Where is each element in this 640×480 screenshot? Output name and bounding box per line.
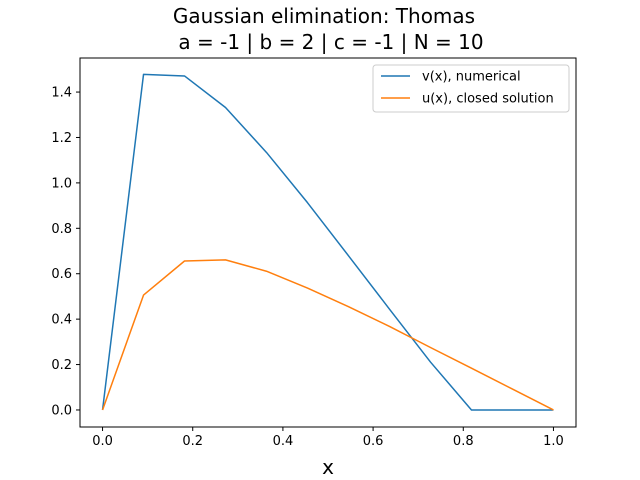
y-tick-label: 0.6 bbox=[51, 267, 72, 282]
chart-subtitle: a = -1 | b = 2 | c = -1 | N = 10 bbox=[178, 30, 483, 54]
y-tick-label: 0.4 bbox=[51, 313, 72, 328]
y-axis: 0.0 0.2 0.4 0.6 0.8 1.0 1.2 1.4 bbox=[51, 86, 80, 418]
legend-label: u(x), closed solution bbox=[422, 92, 554, 107]
x-tick-label: 0.0 bbox=[92, 434, 113, 449]
y-tick-label: 0.2 bbox=[51, 358, 72, 373]
x-axis-label: x bbox=[322, 455, 334, 479]
series-group bbox=[101, 73, 554, 411]
x-tick-label: 0.4 bbox=[273, 434, 294, 449]
y-tick-label: 1.4 bbox=[51, 86, 72, 101]
y-tick-label: 1.2 bbox=[51, 131, 72, 146]
x-tick-label: 1.0 bbox=[543, 434, 564, 449]
y-tick-label: 0.8 bbox=[51, 222, 72, 237]
legend-box bbox=[372, 64, 570, 113]
x-tick-label: 0.8 bbox=[453, 434, 474, 449]
x-tick-label: 0.2 bbox=[182, 434, 203, 449]
series-line-1 bbox=[101, 259, 554, 411]
legend: v(x), numerical u(x), closed solution bbox=[372, 64, 570, 113]
series-line-0 bbox=[101, 73, 554, 411]
y-tick-label: 1.0 bbox=[51, 176, 72, 191]
x-tick-label: 0.6 bbox=[363, 434, 384, 449]
chart-title: Gaussian elimination: Thomas bbox=[173, 4, 475, 28]
plot-area bbox=[79, 57, 577, 428]
x-axis: 0.0 0.2 0.4 0.6 0.8 1.0 bbox=[92, 427, 564, 449]
legend-label: v(x), numerical bbox=[422, 70, 521, 85]
y-tick-label: 0.0 bbox=[51, 403, 72, 418]
